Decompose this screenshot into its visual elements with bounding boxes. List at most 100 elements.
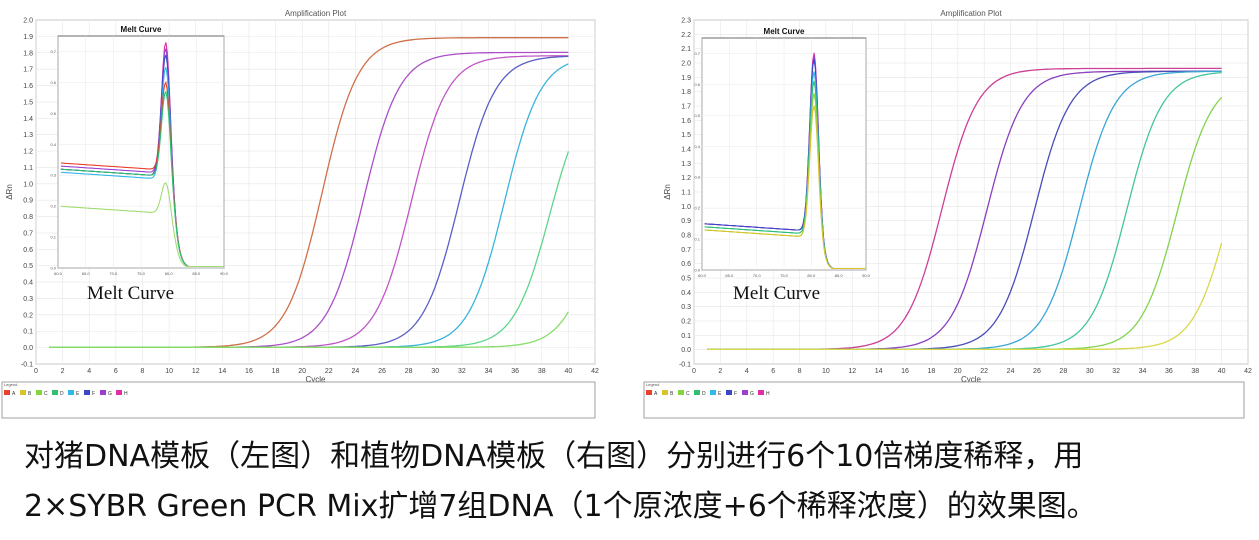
x-tick-label: 28 (1059, 368, 1067, 375)
legend-swatch (694, 390, 700, 395)
x-tick-label: 22 (980, 368, 988, 375)
legend-swatch (758, 390, 764, 395)
legend-label-g: G (108, 391, 112, 397)
x-tick-label: 2 (718, 368, 722, 375)
legend-label-h: H (766, 391, 770, 397)
x-tick-label: 42 (591, 368, 599, 375)
legend-swatch (662, 390, 668, 395)
x-tick-label: 8 (141, 368, 145, 375)
x-tick-label: 8 (798, 368, 802, 375)
y-tick-label: 1.2 (681, 175, 691, 182)
legend-swatch (36, 390, 42, 395)
inset-title: Melt Curve (121, 25, 162, 34)
chart-title: Amplification Plot (285, 9, 347, 18)
x-tick-label: 28 (405, 368, 413, 375)
y-tick-label: 1.8 (681, 89, 691, 96)
x-tick-label: 24 (352, 368, 360, 375)
legend-label-e: E (76, 391, 80, 397)
y-tick-label: 0.4 (23, 280, 33, 287)
y-tick-label: 2.3 (681, 18, 691, 25)
x-tick-label: 0 (34, 368, 38, 375)
y-tick-label: 1.5 (681, 132, 691, 139)
legend-swatch (646, 390, 652, 395)
inset-x-tick-label: 80.0 (807, 273, 816, 278)
y-tick-label: 0.2 (23, 312, 33, 319)
legend-swatch (726, 390, 732, 395)
legend-label-a: A (12, 391, 16, 397)
legend-label-h: H (124, 391, 128, 397)
y-tick-label: 0.0 (681, 347, 691, 354)
caption-line-1: 对猪DNA模板（左图）和植物DNA模板（右图）分别进行6个10倍梯度稀释，用 (24, 439, 1084, 474)
inset-y-tick-label: 0.0 (50, 266, 56, 271)
legend-label-b: B (670, 391, 674, 397)
inset-y-tick-label: 0.5 (694, 113, 700, 118)
legend-label-f: F (734, 391, 737, 397)
legend-label-f: F (92, 391, 95, 397)
y-tick-label: -0.1 (679, 362, 691, 369)
legend-box (643, 381, 1245, 419)
y-tick-label: 1.3 (681, 161, 691, 168)
melt-curve-7 (60, 182, 224, 268)
y-tick-label: 0.4 (681, 290, 691, 297)
x-tick-label: 26 (378, 368, 386, 375)
y-tick-label: 0.3 (23, 296, 33, 303)
y-tick-label: 1.1 (23, 165, 33, 172)
x-tick-label: 6 (114, 368, 118, 375)
x-tick-label: 6 (771, 368, 775, 375)
y-tick-label: 1.9 (681, 75, 691, 82)
inset-y-tick-label: 0.7 (50, 49, 56, 54)
inset-y-tick-label: 0.1 (50, 235, 56, 240)
y-tick-label: 0.2 (681, 319, 691, 326)
y-tick-label: 0.7 (23, 230, 33, 237)
x-tick-label: 14 (875, 368, 883, 375)
inset-x-tick-label: 70.0 (753, 273, 762, 278)
y-tick-label: 1.2 (23, 149, 33, 156)
x-tick-label: 38 (538, 368, 546, 375)
x-tick-label: 32 (458, 368, 466, 375)
inset-x-tick-label: 65.0 (725, 273, 734, 278)
legend-swatch (68, 390, 74, 395)
inset-x-tick-label: 85.0 (835, 273, 844, 278)
y-tick-label: 0.9 (681, 218, 691, 225)
x-tick-label: 16 (245, 368, 253, 375)
melt-curve-label: Melt Curve (733, 283, 820, 304)
y-tick-label: 2.2 (681, 32, 691, 39)
y-tick-label: 0.5 (681, 276, 691, 283)
x-tick-label: 32 (1112, 368, 1120, 375)
y-tick-label: 2.0 (681, 61, 691, 68)
y-tick-label: 1.4 (23, 116, 33, 123)
x-tick-label: 20 (954, 368, 962, 375)
inset-y-tick-label: 0.6 (694, 82, 700, 87)
y-tick-label: 0.5 (23, 263, 33, 270)
y-tick-label: 1.8 (23, 50, 33, 57)
legend-label-c: C (686, 391, 690, 397)
y-tick-label: 2.1 (681, 46, 691, 53)
y-tick-label: 1.3 (23, 132, 33, 139)
x-axis-label: Cycle (305, 375, 326, 384)
chart-title: Amplification Plot (940, 9, 1002, 18)
x-tick-label: 30 (1086, 368, 1094, 375)
legend-label-b: B (28, 391, 32, 397)
x-tick-label: 4 (87, 368, 91, 375)
y-tick-label: 1.5 (23, 99, 33, 106)
x-tick-label: 40 (1218, 368, 1226, 375)
y-tick-label: 1.6 (681, 118, 691, 125)
inset-y-tick-label: 0.6 (50, 80, 56, 85)
y-tick-label: 0.1 (681, 333, 691, 340)
inset-y-tick-label: 0.0 (694, 268, 700, 273)
x-tick-label: 16 (901, 368, 909, 375)
legend-title: Legend (4, 382, 17, 387)
inset-y-tick-label: 0.4 (50, 142, 56, 147)
x-tick-label: 12 (848, 368, 856, 375)
legend-label-d: D (702, 391, 706, 397)
y-tick-label: 0.9 (23, 198, 33, 205)
x-tick-label: 10 (165, 368, 173, 375)
y-tick-label: 1.9 (23, 34, 33, 41)
legend-label-g: G (750, 391, 754, 397)
y-axis-label: ΔRn (663, 184, 672, 200)
y-tick-label: 1.1 (681, 190, 691, 197)
legend-swatch (710, 390, 716, 395)
x-tick-label: 30 (431, 368, 439, 375)
x-tick-label: 42 (1244, 368, 1252, 375)
x-tick-label: 18 (928, 368, 936, 375)
